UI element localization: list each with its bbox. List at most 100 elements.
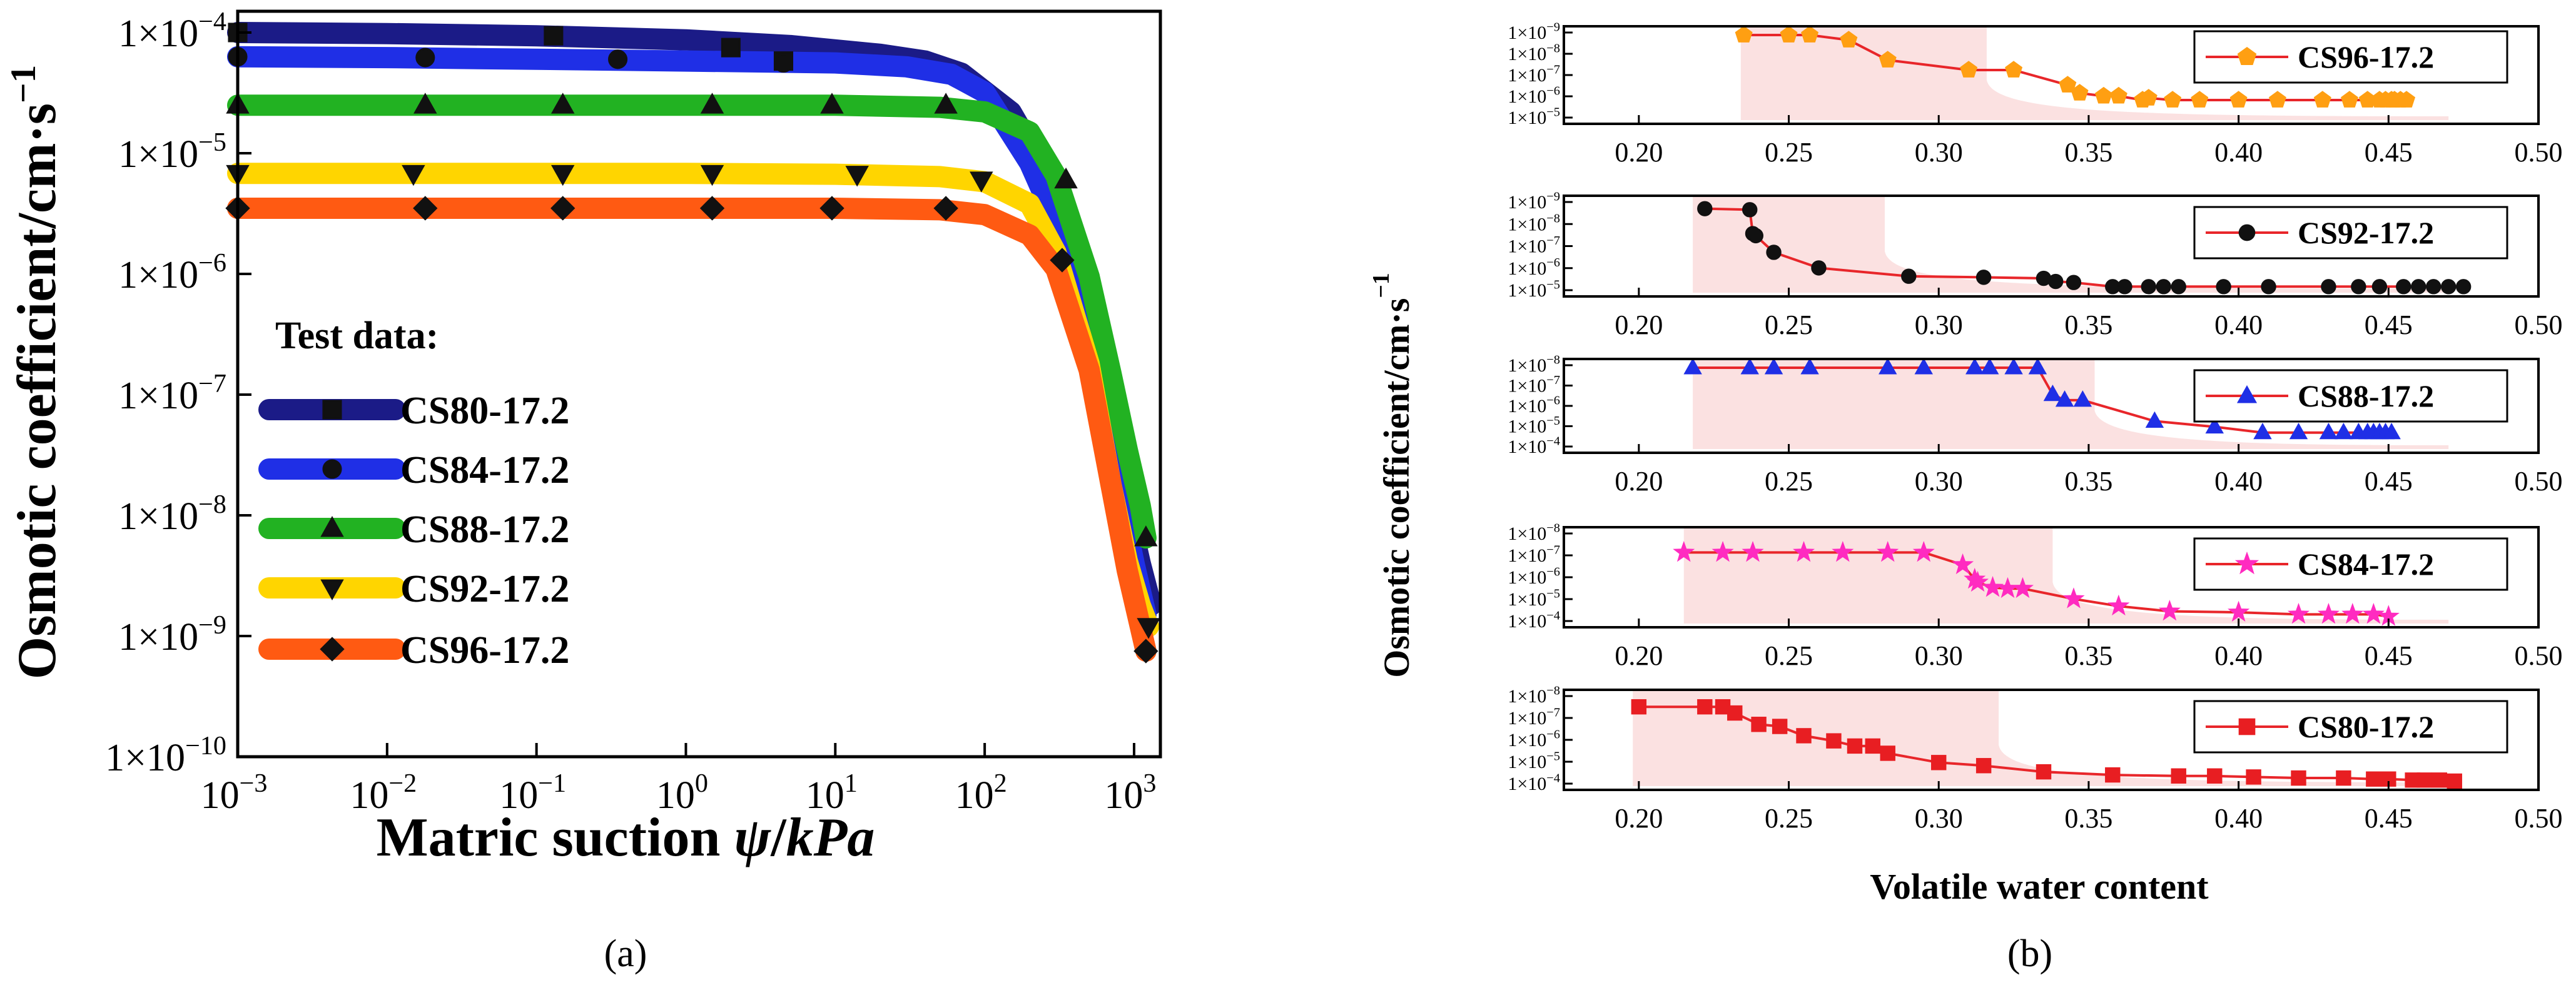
subplot-y-tick-label: 1×10−7	[1508, 543, 1560, 566]
subplot-y-tick-label: 1×10−7	[1508, 705, 1560, 729]
data-point-CS80-17.2	[1931, 755, 1947, 770]
subplot-y-tick-label: 1×10−4	[1508, 609, 1560, 632]
data-point-CS92-17.2	[2455, 279, 2472, 295]
panel-a-ticks: 10−3 10−2 10−1 100 101 102 103 1×10−4 1×10−5 1×10…	[105, 7, 1156, 817]
data-point-CS84-17.2	[1673, 540, 1695, 562]
data-point-CS92-17.2	[1901, 268, 1917, 284]
data-point-CS80-17.2	[544, 26, 564, 46]
data-point-CS96-17.2	[2139, 89, 2158, 106]
subplot-x-tick-label: 0.25	[1765, 310, 1813, 340]
subplot-x-tick-label: 0.20	[1615, 137, 1663, 168]
data-point-CS84-17.2	[2228, 600, 2250, 622]
data-point-CS88-17.2	[2289, 423, 2308, 440]
data-point-CS88-17.2	[1683, 358, 1702, 375]
legend-marker	[2238, 718, 2256, 735]
panel-a-x-tick-label: 103	[1104, 769, 1156, 817]
subplot-y-tick-label: 1×10−6	[1508, 84, 1560, 107]
subplot-CS84-17.2: 1×10−81×10−71×10−61×10−51×10−4 0.20 0.25 0.…	[1508, 521, 2562, 671]
subplot-y-tick-label: 1×10−5	[1508, 414, 1560, 437]
data-point-CS88-17.2	[2073, 390, 2092, 407]
panel-a-y-tick-label: 1×10−5	[118, 128, 226, 176]
data-point-CS88-17.2	[413, 93, 437, 114]
data-point-CS92-17.2	[2171, 279, 2186, 295]
subplot-x-tick-label: 0.20	[1615, 640, 1663, 671]
legend-label-CS84-17.2: CS84-17.2	[400, 449, 569, 492]
subplot-CS80-17.2: 1×10−81×10−71×10−61×10−51×10−4 0.20 0.25 0.…	[1508, 684, 2562, 834]
data-point-CS92-17.2	[2321, 279, 2336, 295]
data-point-CS96-17.2	[2229, 91, 2248, 108]
data-point-CS92-17.2	[1137, 618, 1160, 639]
subplot-y-tick-label: 1×10−6	[1508, 393, 1560, 417]
subplot-x-tick-label: 0.50	[2515, 640, 2563, 671]
panel-a-legend: CS80-17.2 CS84-17.2 CS88-17.2 CS92-17.2 CS96…	[258, 390, 569, 672]
panel-a-y-tick-label: 1×10−6	[118, 248, 226, 296]
subplot-legend-CS84-17.2: CS84-17.2	[2193, 537, 2508, 591]
data-point-CS96-17.2	[933, 196, 958, 221]
data-point-CS80-17.2	[1826, 733, 1842, 749]
subplot-x-tick-label: 0.25	[1765, 466, 1813, 497]
data-point-CS88-17.2	[2382, 423, 2401, 440]
subplot-x-tick-label: 0.45	[2365, 803, 2413, 834]
data-point-CS84-17.2	[415, 48, 435, 68]
data-point-CS84-17.2	[2158, 600, 2181, 621]
panel-a-x-tick-label: 100	[656, 769, 708, 817]
subplot-y-tick-label: 1×10−4	[1508, 434, 1560, 457]
panel-a-y-axis-title: Osmotic coefficient/cm·s−1	[4, 65, 68, 679]
legend-label-CS84-17.2: CS84-17.2	[2298, 547, 2434, 582]
subplot-x-tick-label: 0.45	[2365, 310, 2413, 340]
data-point-CS88-17.2	[1965, 358, 1984, 375]
data-point-CS84-17.2	[1952, 553, 1974, 575]
data-point-CS80-17.2	[2336, 770, 2351, 786]
data-point-CS88-17.2	[934, 93, 958, 114]
subplot-x-tick-label: 0.40	[2214, 466, 2263, 497]
caption-a: (a)	[604, 932, 647, 975]
legend-marker	[2236, 385, 2258, 403]
data-point-CS96-17.2	[2059, 76, 2077, 93]
data-point-CS84-17.2	[2011, 577, 2034, 599]
data-point-CS80-17.2	[1975, 758, 1992, 774]
data-point-CS96-17.2	[1133, 639, 1159, 664]
data-point-CS92-17.2	[2066, 275, 2082, 290]
subplot-x-tick-label: 0.40	[2214, 137, 2263, 168]
subplot-x-tick-label: 0.20	[1615, 803, 1663, 834]
subplot-x-tick-label: 0.30	[1915, 466, 1963, 497]
data-point-CS92-17.2	[970, 171, 993, 193]
data-point-CS80-17.2	[2366, 771, 2381, 787]
data-point-CS84-17.2	[1792, 540, 1815, 562]
data-point-CS96-17.2	[1840, 31, 1858, 48]
data-point-CS92-17.2	[1811, 260, 1827, 276]
data-point-CS80-17.2	[2105, 767, 2121, 783]
data-point-CS96-17.2	[699, 196, 725, 221]
subplot-x-tick-label: 0.25	[1765, 137, 1813, 168]
data-point-CS92-17.2	[2440, 279, 2457, 295]
legend-label-CS88-17.2: CS88-17.2	[400, 508, 569, 551]
data-point-CS96-17.2	[1050, 248, 1075, 273]
panel-b-chart: 1×10−91×10−81×10−71×10−61×10−50.20 0.25 0.…	[1368, 20, 2563, 907]
data-point-CS80-17.2	[1796, 728, 1812, 744]
data-point-CS88-17.2	[1134, 525, 1158, 547]
data-point-CS92-17.2	[2411, 279, 2426, 295]
data-point-CS92-17.2	[2156, 279, 2171, 295]
subplot-y-tick-label: 1×10−5	[1508, 105, 1560, 128]
data-point-CS88-17.2	[2319, 423, 2338, 440]
legend-marker	[2238, 224, 2256, 241]
subplot-x-tick-label: 0.50	[2515, 310, 2563, 340]
legend-marker	[2237, 46, 2257, 65]
data-point-CS88-17.2	[2055, 390, 2074, 407]
panel-a-x-axis-title-var: ψ	[734, 807, 771, 868]
subplot-x-tick-label: 0.35	[2064, 466, 2112, 497]
data-point-CS88-17.2	[2334, 423, 2353, 440]
data-point-CS88-17.2	[820, 93, 844, 114]
data-point-CS80-17.2	[1880, 745, 1895, 761]
subplot-CS92-17.2: 1×10−91×10−81×10−71×10−61×10−5 0.20 0.25 0.…	[1508, 189, 2562, 340]
subplot-x-tick-label: 0.40	[2214, 640, 2263, 671]
legend-marker-CS80-17.2	[322, 400, 342, 420]
data-point-CS80-17.2	[1847, 738, 1863, 754]
data-point-CS92-17.2	[2141, 279, 2157, 295]
legend-marker-CS96-17.2	[320, 637, 345, 662]
subplot-y-tick-label: 1×10−6	[1508, 565, 1560, 588]
subplot-x-tick-label: 0.35	[2064, 803, 2112, 834]
data-point-CS88-17.2	[2205, 417, 2224, 434]
data-point-CS80-17.2	[721, 38, 741, 58]
subplot-x-tick-label: 0.20	[1615, 310, 1663, 340]
